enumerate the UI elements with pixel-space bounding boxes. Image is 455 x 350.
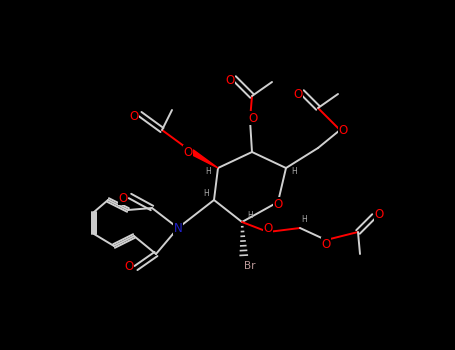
Text: H: H (291, 168, 297, 176)
Text: O: O (293, 88, 303, 100)
Text: O: O (129, 110, 139, 122)
Text: H: H (301, 216, 307, 224)
Text: O: O (263, 223, 273, 236)
Text: H: H (247, 211, 253, 220)
Text: Br: Br (244, 261, 256, 271)
Text: O: O (183, 146, 192, 159)
Text: O: O (374, 208, 384, 220)
Text: O: O (118, 191, 127, 204)
Text: O: O (124, 259, 134, 273)
Text: O: O (273, 197, 283, 210)
Text: O: O (339, 124, 348, 136)
Text: H: H (203, 189, 209, 198)
Text: N: N (174, 222, 182, 235)
Text: O: O (248, 112, 258, 125)
Text: O: O (321, 238, 331, 251)
Text: O: O (225, 74, 235, 86)
Text: H: H (205, 168, 211, 176)
Polygon shape (191, 150, 218, 168)
